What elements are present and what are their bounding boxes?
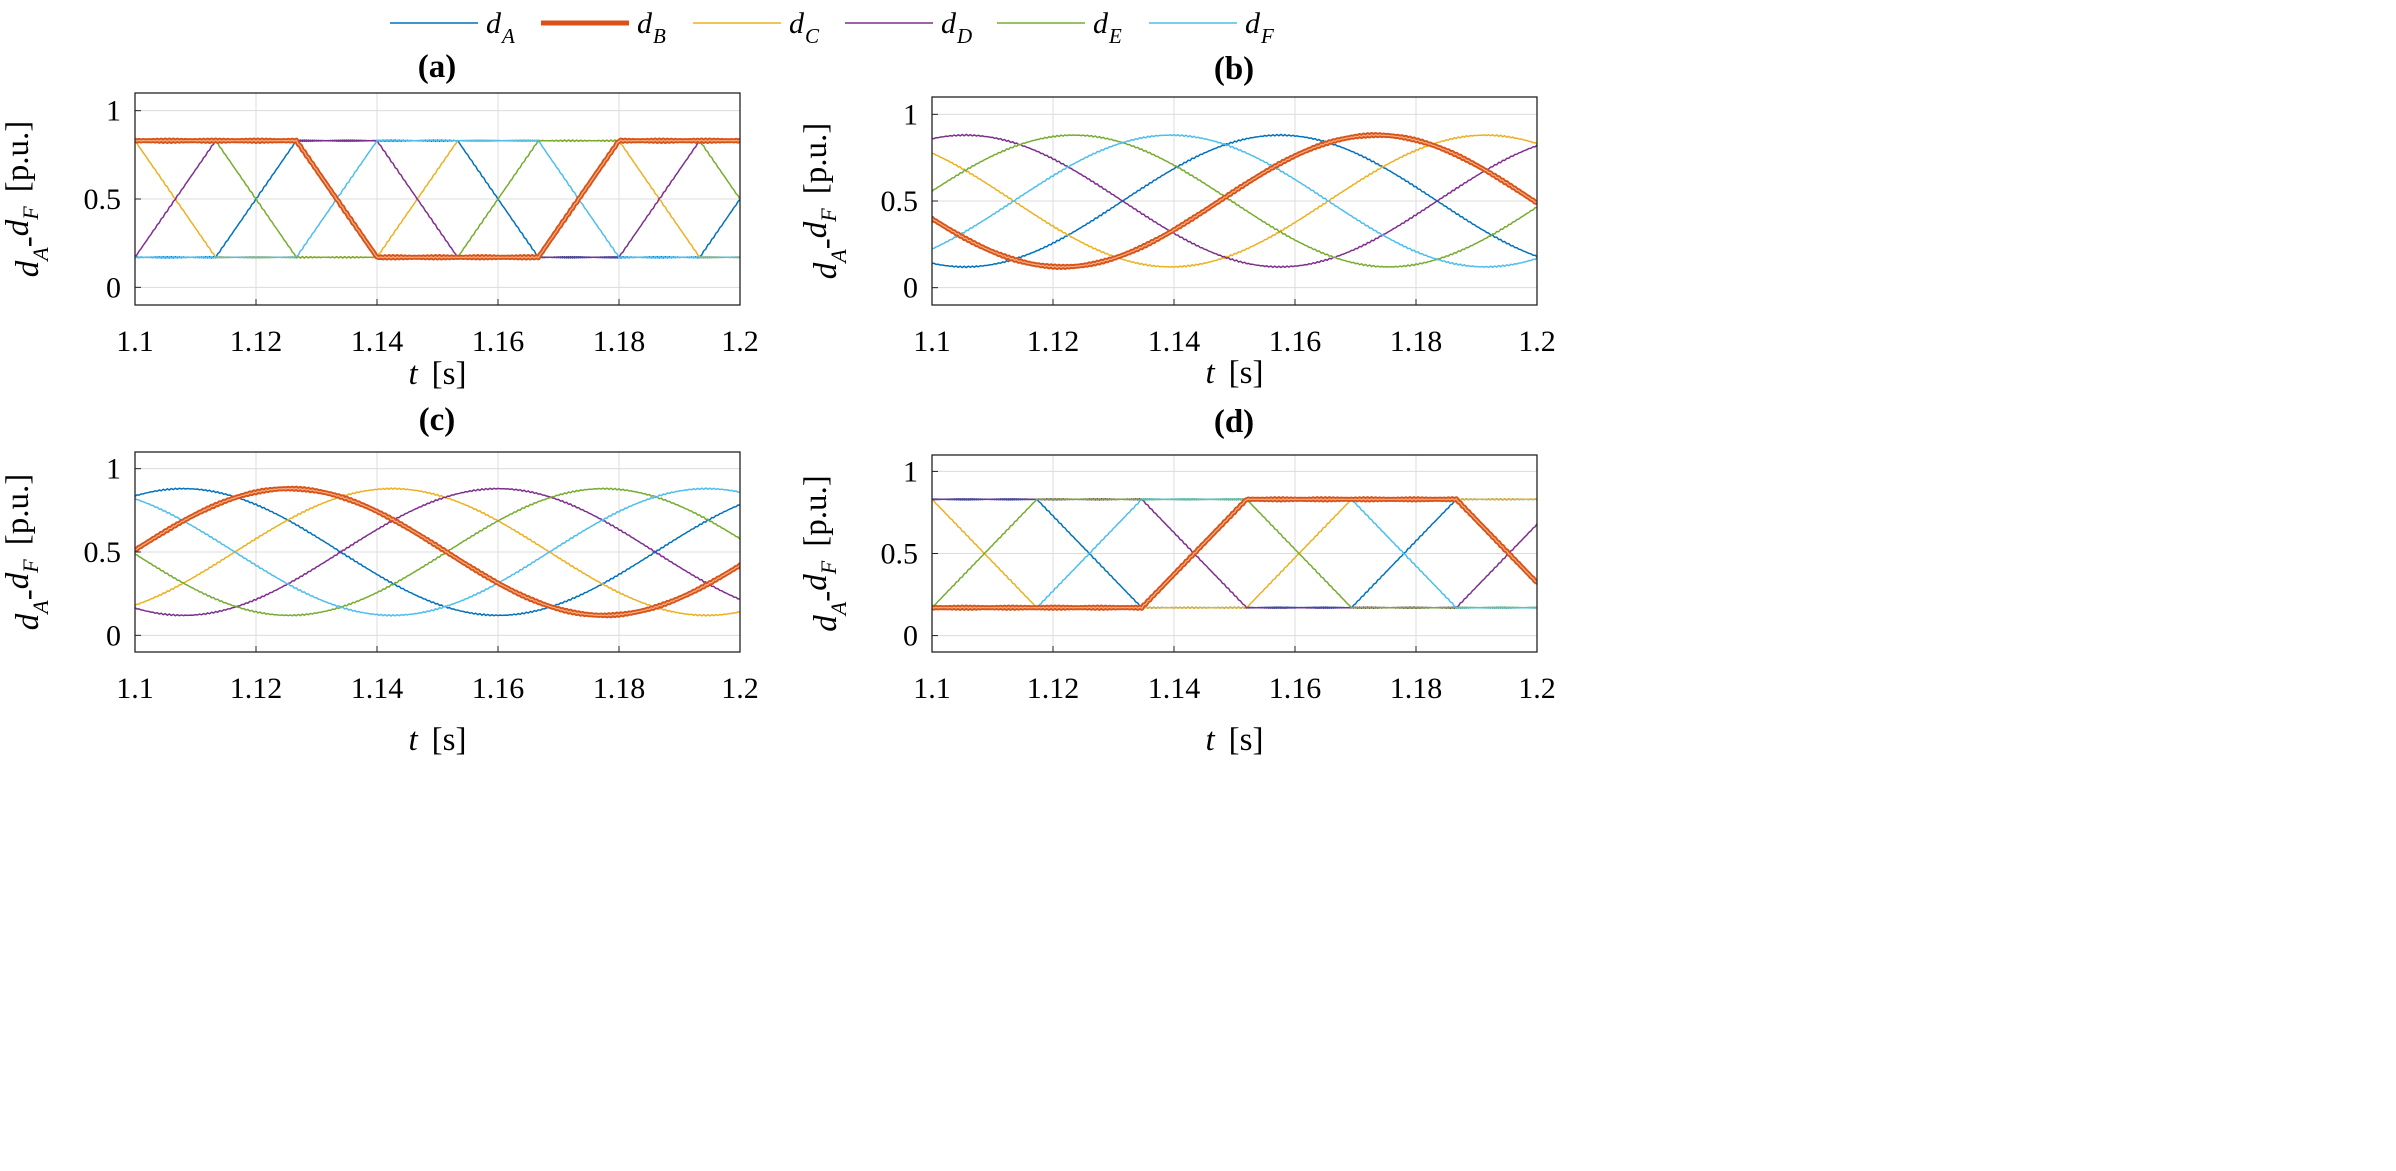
series-line-dd (932, 133, 1537, 269)
panel-c: 1.1 1.12 1.14 1.16 1.18 1.2 0 0.5 1 (c) t [s] dA-dF[… (0, 402, 759, 758)
legend-item-db: dB (541, 7, 666, 48)
y-axis-label: dA-dF[p.u.] (798, 123, 851, 279)
y-tick-label: 1 (106, 453, 121, 486)
x-tick-label: 1.12 (1027, 325, 1080, 358)
series-group (932, 132, 1537, 270)
series-group (135, 485, 740, 619)
y-tick-label: 1 (106, 95, 121, 128)
x-tick-label: 1.14 (351, 325, 404, 358)
x-tick-label: 1.18 (1390, 672, 1443, 705)
panel-title: (b) (1214, 51, 1254, 87)
y-tick-label: 0.5 (84, 536, 122, 569)
x-tick-label: 1.1 (116, 325, 154, 358)
legend-label-db: dB (637, 7, 666, 48)
y-axis-label: dA-dF[p.u.] (798, 475, 851, 631)
x-tick-label: 1.14 (1148, 672, 1201, 705)
x-tick-label: 1.16 (1269, 672, 1322, 705)
x-tick-label: 1.2 (1518, 672, 1556, 705)
x-tick-label: 1.18 (1390, 325, 1443, 358)
series-group (135, 137, 740, 261)
x-tick-label: 1.16 (1269, 325, 1322, 358)
panel-d: 1.1 1.12 1.14 1.16 1.18 1.2 0 0.5 1 (d) t [s] dA-dF[… (798, 404, 1556, 758)
x-tick-label: 1.1 (913, 325, 951, 358)
y-tick-label: 0 (903, 272, 918, 305)
x-axis-label: t [s] (1206, 722, 1264, 758)
panels: 1.1 1.12 1.14 1.16 1.18 1.2 0 0.5 1 (a) t [s] dA-dF[… (0, 49, 1556, 758)
panel-title: (d) (1214, 404, 1254, 440)
legend-item-de: dE (997, 7, 1122, 48)
series-line-db-highlight (135, 139, 740, 259)
y-tick-label: 0 (106, 271, 121, 304)
x-tick-label: 1.16 (472, 325, 525, 358)
x-tick-label: 1.12 (230, 325, 283, 358)
series-line-de (932, 497, 1537, 610)
series-line-dc (135, 487, 740, 617)
legend: dA dB dC dD dE dF (390, 7, 1274, 48)
legend-item-dd: dD (845, 7, 972, 48)
legend-item-df: dF (1149, 7, 1274, 48)
x-axis-label: t [s] (1206, 355, 1264, 391)
legend-label-df: dF (1245, 7, 1274, 48)
legend-item-dc: dC (693, 7, 820, 48)
y-tick-label: 0.5 (84, 183, 122, 216)
x-tick-label: 1.16 (472, 672, 525, 705)
panel-b: 1.1 1.12 1.14 1.16 1.18 1.2 0 0.5 1 (b) t [s] dA-dF[… (798, 51, 1556, 391)
panel-title: (a) (418, 49, 456, 85)
y-tick-label: 1 (903, 98, 918, 131)
series-line-df (135, 487, 740, 617)
x-axis-label: t [s] (409, 356, 467, 392)
legend-label-da: dA (486, 7, 515, 48)
y-axis-label: dA-dF[p.u.] (0, 474, 53, 630)
figure: dA dB dC dD dE dF 1.1 1.12 1.14 1.16 1.18 1.200.51… (0, 7, 1556, 758)
series-line-dc (932, 134, 1537, 268)
legend-label-de: dE (1093, 7, 1122, 48)
series-line-df (932, 133, 1537, 269)
y-tick-label: 0.5 (881, 185, 919, 218)
x-tick-label: 1.18 (593, 325, 646, 358)
x-axis-label: t [s] (409, 722, 467, 758)
y-tick-label: 0 (903, 620, 918, 653)
y-axis-label: dA-dF[p.u.] (0, 121, 53, 277)
legend-label-dc: dC (789, 7, 820, 48)
y-tick-label: 0.5 (881, 538, 919, 571)
x-tick-label: 1.2 (721, 325, 759, 358)
x-tick-label: 1.1 (913, 672, 951, 705)
series-line-df (135, 139, 740, 259)
series-line-db-highlight (932, 133, 1537, 269)
series-line-db-highlight (932, 498, 1537, 609)
x-tick-label: 1.14 (1148, 325, 1201, 358)
series-line-de (135, 487, 740, 617)
panel-a: 1.1 1.12 1.14 1.16 1.18 1.2 0 0.5 1 (a) t [s] dA-dF[… (0, 49, 759, 392)
panel-title: (c) (419, 402, 456, 438)
x-tick-label: 1.12 (1027, 672, 1080, 705)
y-tick-label: 1 (903, 455, 918, 488)
x-tick-label: 1.18 (593, 672, 646, 705)
y-tick-label: 0 (106, 619, 121, 652)
series-line-da (932, 133, 1537, 269)
series-line-db-highlight (135, 487, 740, 617)
legend-label-dd: dD (941, 7, 972, 48)
legend-item-da: dA (390, 7, 515, 48)
series-group (932, 496, 1537, 611)
x-tick-label: 1.2 (1518, 325, 1556, 358)
x-tick-label: 1.14 (351, 672, 404, 705)
x-tick-label: 1.12 (230, 672, 283, 705)
x-tick-label: 1.2 (721, 672, 759, 705)
x-tick-label: 1.1 (116, 672, 154, 705)
